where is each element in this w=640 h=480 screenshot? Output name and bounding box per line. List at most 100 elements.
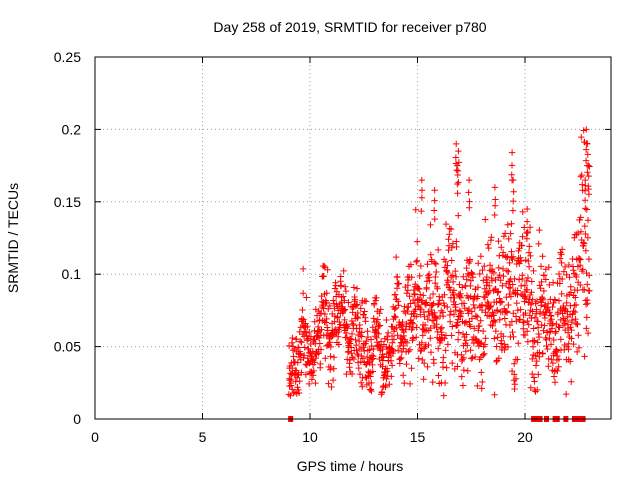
data-point bbox=[527, 252, 534, 260]
data-point bbox=[515, 340, 522, 347]
data-point bbox=[561, 263, 569, 271]
data-point bbox=[395, 302, 402, 309]
data-point bbox=[426, 277, 433, 284]
data-point bbox=[524, 274, 532, 282]
data-point bbox=[287, 376, 295, 384]
data-point bbox=[316, 316, 323, 324]
data-point bbox=[457, 310, 465, 317]
x-tick-label: 20 bbox=[517, 429, 533, 445]
data-point bbox=[357, 331, 364, 339]
data-point bbox=[435, 300, 442, 308]
data-point bbox=[514, 287, 521, 294]
data-point bbox=[554, 367, 561, 375]
data-point bbox=[558, 246, 566, 253]
data-point bbox=[296, 351, 304, 358]
data-point bbox=[548, 356, 555, 363]
data-point bbox=[299, 265, 307, 273]
data-point bbox=[440, 354, 447, 361]
data-point bbox=[417, 291, 424, 298]
data-point bbox=[394, 298, 402, 305]
data-point bbox=[505, 301, 512, 309]
data-point bbox=[447, 308, 455, 315]
data-point bbox=[445, 236, 452, 243]
data-point bbox=[309, 372, 317, 379]
data-point bbox=[374, 316, 381, 323]
data-point bbox=[383, 375, 390, 383]
data-point bbox=[383, 316, 390, 324]
data-point bbox=[318, 326, 325, 333]
axis-ticks: 0 0.05 0.1 0.15 0.2 0.25 0 5 10 15 20 bbox=[54, 49, 611, 445]
data-point bbox=[539, 295, 546, 302]
data-point bbox=[448, 244, 455, 252]
data-point bbox=[441, 302, 448, 309]
data-point bbox=[443, 268, 450, 275]
data-point bbox=[449, 272, 457, 279]
data-point bbox=[543, 336, 550, 343]
data-point bbox=[539, 253, 546, 260]
data-point bbox=[491, 335, 498, 342]
data-point bbox=[301, 344, 308, 351]
y-tick-label: 0.1 bbox=[62, 266, 82, 282]
data-point bbox=[506, 321, 514, 329]
data-point bbox=[533, 298, 541, 305]
data-point bbox=[529, 343, 537, 350]
data-point bbox=[545, 264, 553, 271]
data-point bbox=[383, 350, 390, 358]
data-point bbox=[350, 284, 358, 291]
data-point bbox=[384, 329, 392, 337]
data-point bbox=[481, 350, 488, 358]
data-point bbox=[471, 325, 478, 332]
data-point bbox=[529, 355, 536, 363]
data-point bbox=[537, 285, 544, 292]
data-point bbox=[450, 287, 458, 294]
data-point bbox=[337, 273, 344, 280]
data-point bbox=[495, 264, 502, 272]
data-point bbox=[546, 328, 553, 336]
data-point bbox=[505, 268, 512, 275]
data-point bbox=[408, 319, 416, 326]
data-point bbox=[585, 255, 593, 263]
data-point bbox=[348, 370, 356, 378]
data-point bbox=[524, 228, 531, 236]
data-point bbox=[528, 278, 535, 285]
chart-title: Day 258 of 2019, SRMTID for receiver p78… bbox=[213, 19, 486, 35]
data-point bbox=[499, 249, 507, 256]
data-point bbox=[474, 313, 481, 321]
data-point bbox=[413, 238, 421, 245]
data-point bbox=[538, 278, 545, 286]
data-point bbox=[301, 352, 308, 359]
data-point bbox=[586, 272, 593, 279]
data-point bbox=[552, 329, 559, 337]
data-point bbox=[439, 312, 447, 320]
data-point bbox=[508, 149, 516, 156]
data-point bbox=[440, 392, 447, 399]
data-point bbox=[455, 159, 463, 166]
data-point bbox=[465, 189, 472, 196]
data-point bbox=[314, 323, 322, 331]
data-point bbox=[350, 321, 357, 329]
data-point bbox=[494, 334, 501, 341]
data-point bbox=[526, 243, 533, 250]
data-point bbox=[452, 306, 459, 314]
data-point bbox=[551, 379, 559, 386]
data-point bbox=[400, 342, 407, 350]
data-point bbox=[520, 319, 528, 326]
data-point bbox=[497, 298, 504, 305]
data-point bbox=[431, 187, 438, 194]
data-point bbox=[521, 331, 529, 339]
data-point bbox=[386, 381, 393, 388]
data-point bbox=[348, 350, 355, 357]
data-point bbox=[375, 330, 382, 338]
data-point bbox=[497, 277, 504, 284]
data-point bbox=[506, 259, 513, 267]
data-point bbox=[413, 257, 421, 264]
data-point bbox=[491, 202, 499, 209]
y-axis-label: SRMTID / TECUs bbox=[5, 183, 21, 293]
data-point bbox=[467, 347, 474, 354]
data-point bbox=[535, 240, 542, 248]
data-point bbox=[585, 172, 592, 180]
data-point bbox=[457, 294, 465, 301]
data-point bbox=[302, 320, 309, 327]
x-tick-label: 0 bbox=[91, 429, 99, 445]
data-point bbox=[326, 339, 334, 346]
